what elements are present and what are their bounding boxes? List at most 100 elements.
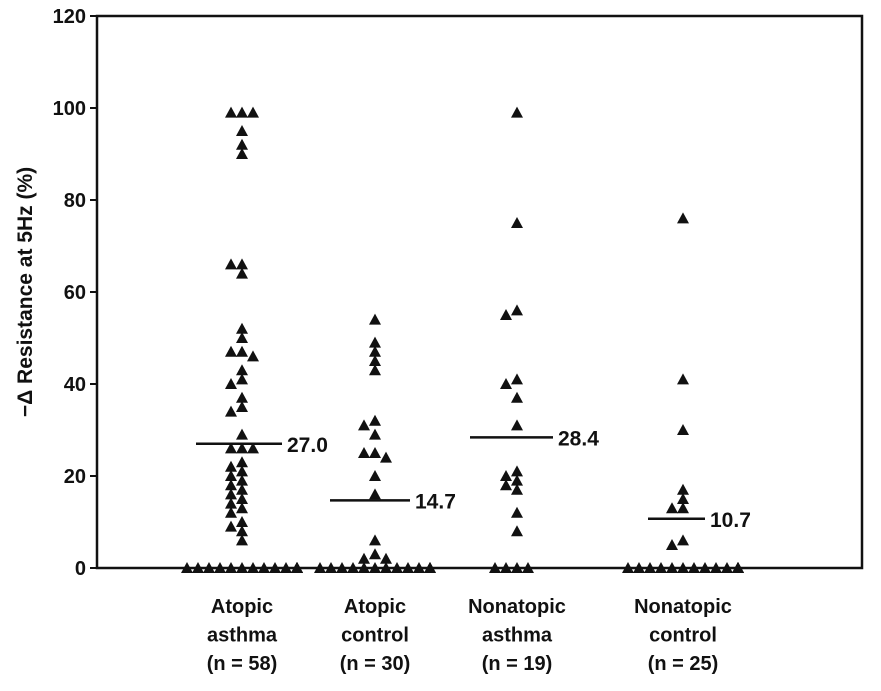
- data-point-triangle: [236, 391, 248, 403]
- data-point-triangle: [511, 217, 523, 228]
- data-point-triangle: [677, 424, 689, 435]
- data-point-triangle: [511, 562, 523, 573]
- data-point-triangle: [677, 502, 689, 514]
- data-point-triangle: [511, 465, 523, 477]
- data-point-triangle: [699, 562, 711, 573]
- data-point-triangle: [369, 345, 381, 357]
- data-point-triangle: [225, 497, 237, 509]
- data-point-triangle: [358, 562, 370, 573]
- data-point-triangle: [236, 534, 248, 546]
- data-point-triangle: [236, 502, 248, 514]
- data-point-triangle: [511, 525, 523, 537]
- data-point-triangle: [369, 313, 381, 325]
- data-point-triangle: [192, 562, 204, 573]
- data-point-triangle: [677, 534, 689, 546]
- data-point-triangle: [247, 106, 259, 118]
- data-point-triangle: [655, 562, 667, 573]
- data-point-triangle: [225, 520, 237, 532]
- y-axis-label: −Δ Resistance at 5Hz (%): [14, 167, 37, 417]
- data-point-triangle: [225, 405, 237, 417]
- data-point-triangle: [181, 562, 193, 573]
- data-point-triangle: [236, 106, 248, 118]
- y-tick-label: 0: [75, 558, 86, 580]
- y-tick-label: 100: [53, 98, 86, 120]
- data-point-triangle: [369, 355, 381, 366]
- data-point-triangle: [402, 562, 414, 573]
- category-label: (n = 30): [340, 653, 411, 675]
- category-label: (n = 58): [207, 653, 278, 675]
- data-point-triangle: [203, 562, 215, 573]
- data-point-triangle: [236, 322, 248, 334]
- mean-label: 27.0: [287, 434, 328, 457]
- category-label: (n = 25): [648, 653, 719, 675]
- category-label: asthma: [207, 625, 278, 647]
- mean-label: 28.4: [558, 427, 599, 450]
- data-point-triangle: [633, 562, 645, 573]
- data-point-triangle: [688, 562, 700, 573]
- data-point-triangle: [369, 534, 381, 546]
- data-point-triangle: [732, 562, 744, 573]
- data-point-triangle: [236, 345, 248, 357]
- data-point-triangle: [511, 419, 523, 431]
- data-point-triangle: [347, 562, 359, 573]
- data-point-triangle: [314, 562, 326, 573]
- data-point-triangle: [511, 391, 523, 403]
- data-point-triangle: [424, 562, 436, 573]
- data-point-triangle: [522, 562, 534, 573]
- data-point-triangle: [236, 138, 248, 150]
- data-point-triangle: [369, 336, 381, 348]
- plot-frame: [95, 14, 864, 570]
- data-point-triangle: [247, 562, 259, 573]
- data-point-triangle: [225, 442, 237, 454]
- data-point-triangle: [225, 378, 237, 389]
- y-tick-label: 60: [64, 282, 86, 304]
- data-point-triangle: [369, 447, 381, 458]
- data-point-triangle: [236, 267, 248, 279]
- data-point-triangle: [236, 332, 248, 343]
- data-point-triangle: [511, 304, 523, 316]
- data-point-triangle: [677, 373, 689, 385]
- data-point-triangle: [666, 539, 678, 550]
- data-point-triangle: [380, 562, 392, 573]
- category-label: Nonatopic: [468, 596, 566, 618]
- data-point-triangle: [380, 451, 392, 463]
- category-label: Atopic: [344, 596, 406, 618]
- data-point-triangle: [489, 562, 501, 573]
- data-point-triangle: [358, 552, 370, 564]
- data-point-triangle: [710, 562, 722, 573]
- data-point-triangle: [380, 552, 392, 564]
- data-point-triangle: [269, 562, 281, 573]
- mean-label: 10.7: [710, 509, 751, 532]
- data-point-triangle: [236, 483, 248, 495]
- data-point-triangle: [500, 479, 512, 491]
- y-tick-label: 20: [64, 466, 86, 488]
- category-label: control: [649, 625, 717, 647]
- data-point-triangle: [358, 447, 370, 458]
- data-point-triangle: [369, 428, 381, 440]
- data-point-triangle: [225, 470, 237, 481]
- y-tick-label: 120: [53, 6, 86, 28]
- data-point-triangle: [214, 562, 226, 573]
- data-point-triangle: [369, 414, 381, 426]
- data-point-triangle: [677, 493, 689, 504]
- data-point-triangle: [622, 562, 634, 573]
- data-point-triangle: [500, 470, 512, 481]
- y-tick-label: 80: [64, 190, 86, 212]
- data-point-triangle: [258, 562, 270, 573]
- data-point-triangle: [236, 562, 248, 573]
- data-point-triangle: [369, 488, 381, 500]
- data-point-triangle: [236, 493, 248, 504]
- data-point-triangle: [225, 106, 237, 118]
- data-point-triangle: [236, 258, 248, 270]
- category-label: (n = 19): [482, 653, 553, 675]
- data-point-triangle: [236, 125, 248, 136]
- data-point-triangle: [225, 506, 237, 518]
- data-point-triangle: [511, 106, 523, 118]
- data-point-triangle: [291, 562, 303, 573]
- data-point-triangle: [677, 562, 689, 573]
- data-point-triangle: [247, 442, 259, 454]
- data-point-triangle: [511, 483, 523, 495]
- data-point-triangle: [236, 364, 248, 376]
- data-point-triangle: [225, 460, 237, 472]
- data-point-triangle: [666, 502, 678, 514]
